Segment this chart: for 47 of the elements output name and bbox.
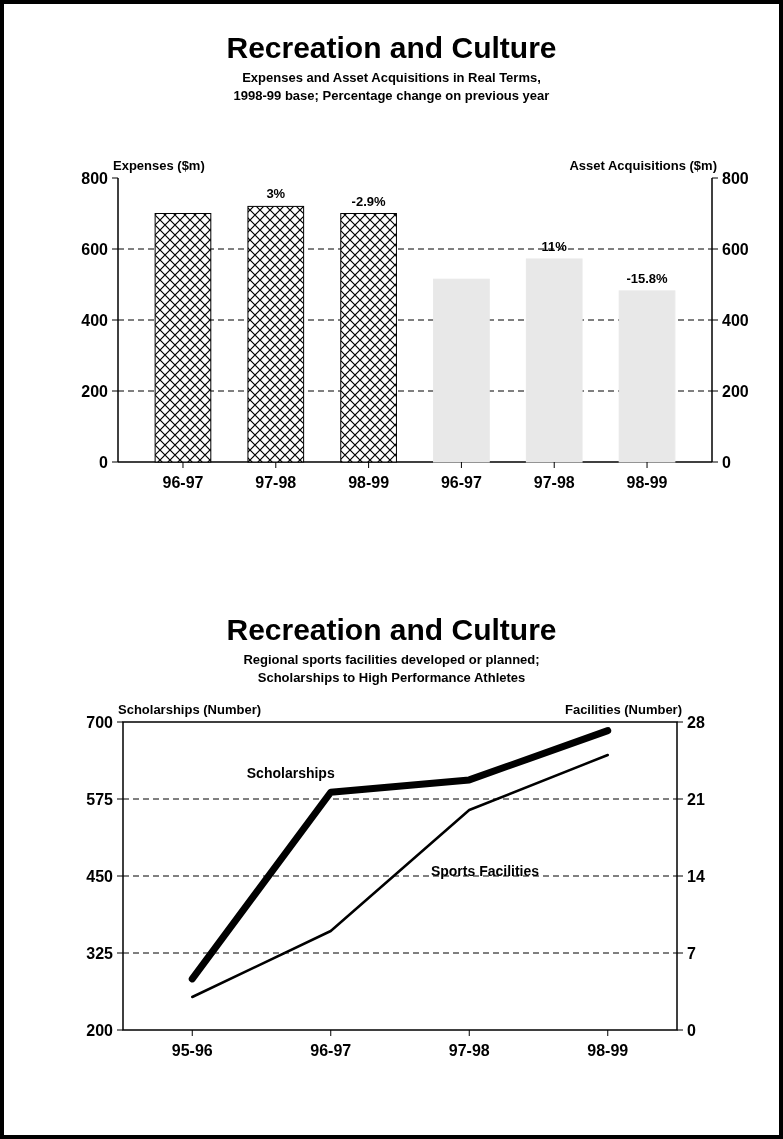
x-tick-label: 98-99	[587, 1042, 629, 1059]
y-tick-label: 800	[81, 170, 109, 187]
y2-tick-label: 800	[722, 170, 749, 187]
y2-tick-label: 7	[687, 945, 696, 962]
y2-tick-label: 200	[722, 383, 749, 400]
x-tick-label: 95-96	[171, 1042, 213, 1059]
chart-subtitle: Expenses and Asset Acquisitions in Real Terms, 1998-99 base; Percentage change on previous year	[233, 70, 550, 103]
y2-tick-label: 600	[722, 241, 749, 258]
y2-tick-label: 21	[687, 791, 705, 808]
x-tick-label: 97-98	[448, 1042, 490, 1059]
y-tick-label: 325	[86, 945, 114, 962]
x-tick-label: 98-99	[348, 474, 390, 491]
y-axis-title: Scholarships (Number)	[118, 702, 262, 717]
y-tick-label: 600	[81, 241, 109, 258]
annotation: 3%	[266, 186, 286, 202]
y2-tick-label: 400	[722, 312, 749, 329]
x-tick-label: 96-97	[162, 474, 204, 491]
chart-title: Recreation and Culture	[226, 31, 557, 64]
y2-tick-label: 28	[687, 714, 705, 731]
y2-axis-title: Facilities (Number)	[564, 702, 682, 717]
y-tick-label: 400	[81, 312, 109, 329]
y-tick-label: 450	[86, 868, 114, 885]
y-tick-label: 0	[99, 454, 109, 471]
y2-tick-label: 0	[722, 454, 731, 471]
y2-tick-label: 0	[687, 1022, 696, 1039]
y-tick-label: 575	[86, 791, 114, 808]
x-tick-label: 96-97	[440, 474, 482, 491]
annotation: 11%	[541, 238, 568, 254]
y2-axis-title: Asset Acquisitions ($m)	[569, 158, 717, 173]
y-axis-title: Expenses ($m)	[113, 158, 205, 173]
bar	[433, 278, 490, 463]
y-tick-label: 200	[81, 383, 109, 400]
bar	[525, 258, 583, 463]
chart-title: Recreation and Culture	[226, 613, 557, 646]
y2-tick-label: 14	[687, 868, 705, 885]
x-tick-label: 96-97	[310, 1042, 352, 1059]
x-tick-label: 97-98	[255, 474, 297, 491]
series-label: Scholarships	[246, 765, 335, 782]
x-tick-label: 97-98	[533, 474, 575, 491]
y-tick-label: 200	[86, 1022, 114, 1039]
x-tick-label: 98-99	[626, 474, 668, 491]
chart-subtitle: Regional sports facilities developed or planned; Scholarships to High Performance Athletes	[243, 652, 540, 685]
y-tick-label: 700	[86, 714, 114, 731]
series-label: Sports Facilities	[430, 862, 540, 879]
bar	[618, 290, 676, 463]
annotation: -2.9%	[351, 193, 387, 209]
annotation: -15.8%	[626, 270, 669, 286]
